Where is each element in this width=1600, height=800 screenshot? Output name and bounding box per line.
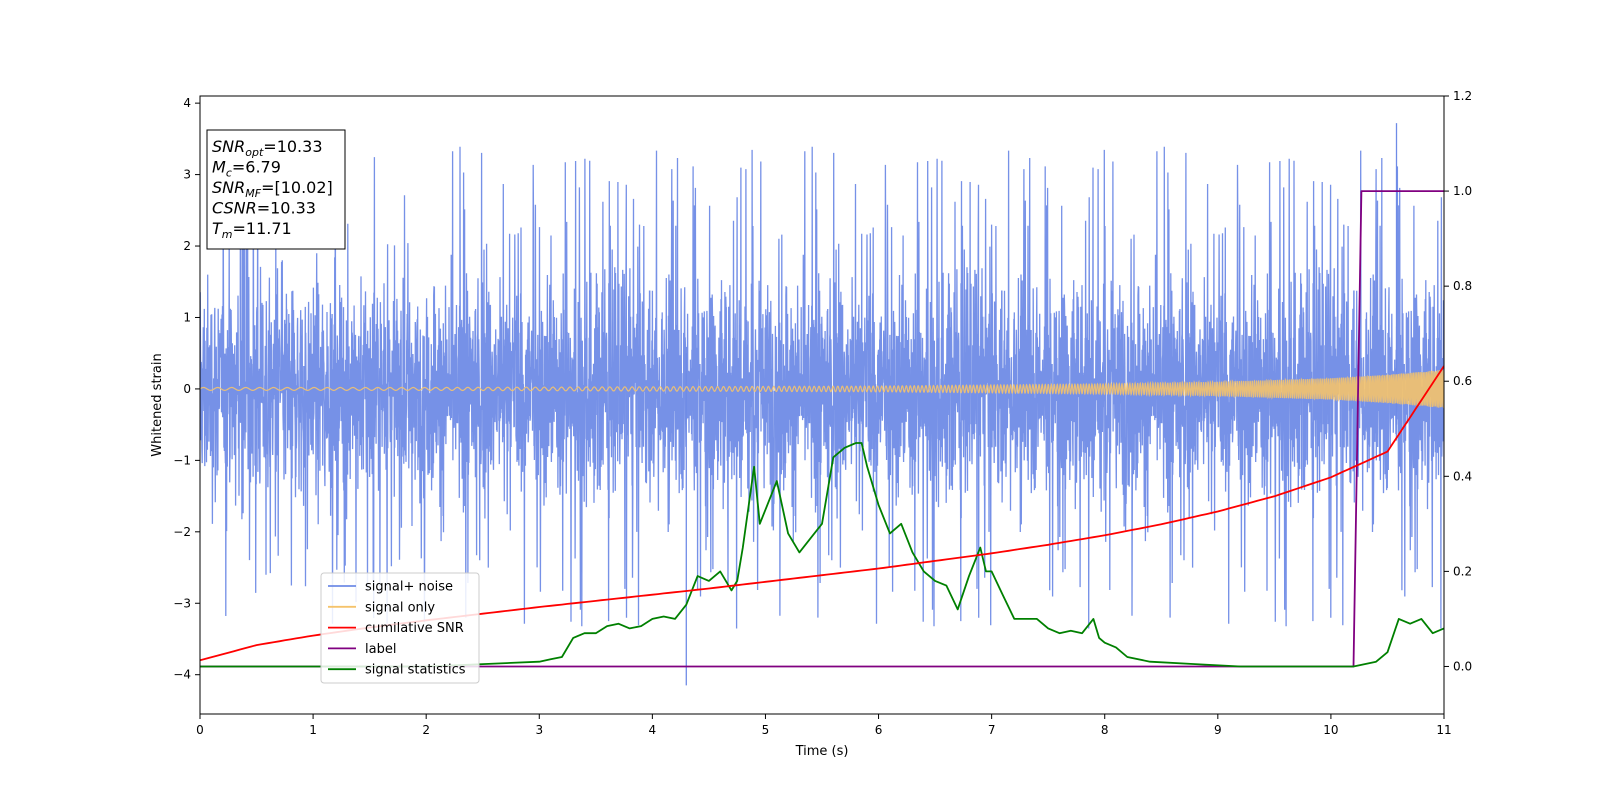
legend-label: signal only (365, 600, 435, 615)
y-tick-label: −2 (173, 525, 191, 539)
x-tick-label: 3 (535, 723, 543, 737)
x-axis-label: Time (s) (795, 744, 849, 759)
y-tick-label: −4 (173, 668, 191, 682)
y-tick-label: 1 (183, 310, 191, 324)
x-tick-label: 8 (1101, 723, 1109, 737)
series-signal-statistics (200, 442, 1444, 668)
legend: signal+ noise signal only cumilative SNR la… (320, 572, 480, 684)
axes: 0 1 2 3 4 5 6 7 8 9 10 11 −4 −3 −2 −1 0 1 2 3 4 0.0 0.2 0.4 0.6 0… (173, 89, 1472, 737)
y2-tick-label: 0.2 (1453, 564, 1472, 578)
y-tick-label: 0 (183, 382, 191, 396)
x-tick-label: 7 (988, 723, 996, 737)
annotation-line: CSNR=10.33 (212, 199, 316, 218)
annotation-line: SNRMF=[10.02] (212, 178, 333, 200)
y2-tick-label: 0.0 (1453, 659, 1472, 673)
annotation-line: SNRopt=10.33 (212, 137, 323, 159)
y2-tick-label: 0.8 (1453, 279, 1472, 293)
annotation-line: Tm=11.71 (212, 219, 292, 241)
x-tick-label: 4 (649, 723, 657, 737)
legend-label: cumilative SNR (365, 621, 464, 636)
legend-label: signal+ noise (365, 580, 453, 595)
y2-tick-label: 1.0 (1453, 184, 1472, 198)
y-tick-label: 3 (183, 168, 191, 182)
annotation-box: SNRopt=10.33Mc=6.79SNRMF=[10.02]CSNR=10.… (206, 129, 346, 250)
legend-label: signal statistics (365, 663, 466, 678)
x-tick-label: 6 (875, 723, 883, 737)
x-tick-label: 5 (762, 723, 770, 737)
y2-tick-label: 0.4 (1453, 469, 1472, 483)
y-tick-label: −1 (173, 453, 191, 467)
x-tick-label: 10 (1323, 723, 1338, 737)
x-tick-label: 9 (1214, 723, 1222, 737)
y-axis-label: Whitened strain (150, 353, 165, 456)
x-tick-label: 2 (422, 723, 430, 737)
y-tick-label: 2 (183, 239, 191, 253)
x-tick-label: 1 (309, 723, 317, 737)
legend-frame (320, 572, 480, 684)
y2-tick-label: 0.6 (1453, 374, 1472, 388)
series-signal-only (200, 369, 1444, 409)
annotation-frame (206, 129, 346, 250)
plot-frame (199, 95, 1445, 715)
annotation-line: Mc=6.79 (212, 158, 281, 180)
y2-tick-label: 1.2 (1453, 89, 1472, 103)
x-tick-label: 0 (196, 723, 204, 737)
series-label (200, 190, 1444, 668)
x-tick-label: 11 (1436, 723, 1451, 737)
legend-label: label (365, 642, 396, 657)
y-tick-label: −3 (173, 596, 191, 610)
y-tick-label: 4 (183, 96, 191, 110)
